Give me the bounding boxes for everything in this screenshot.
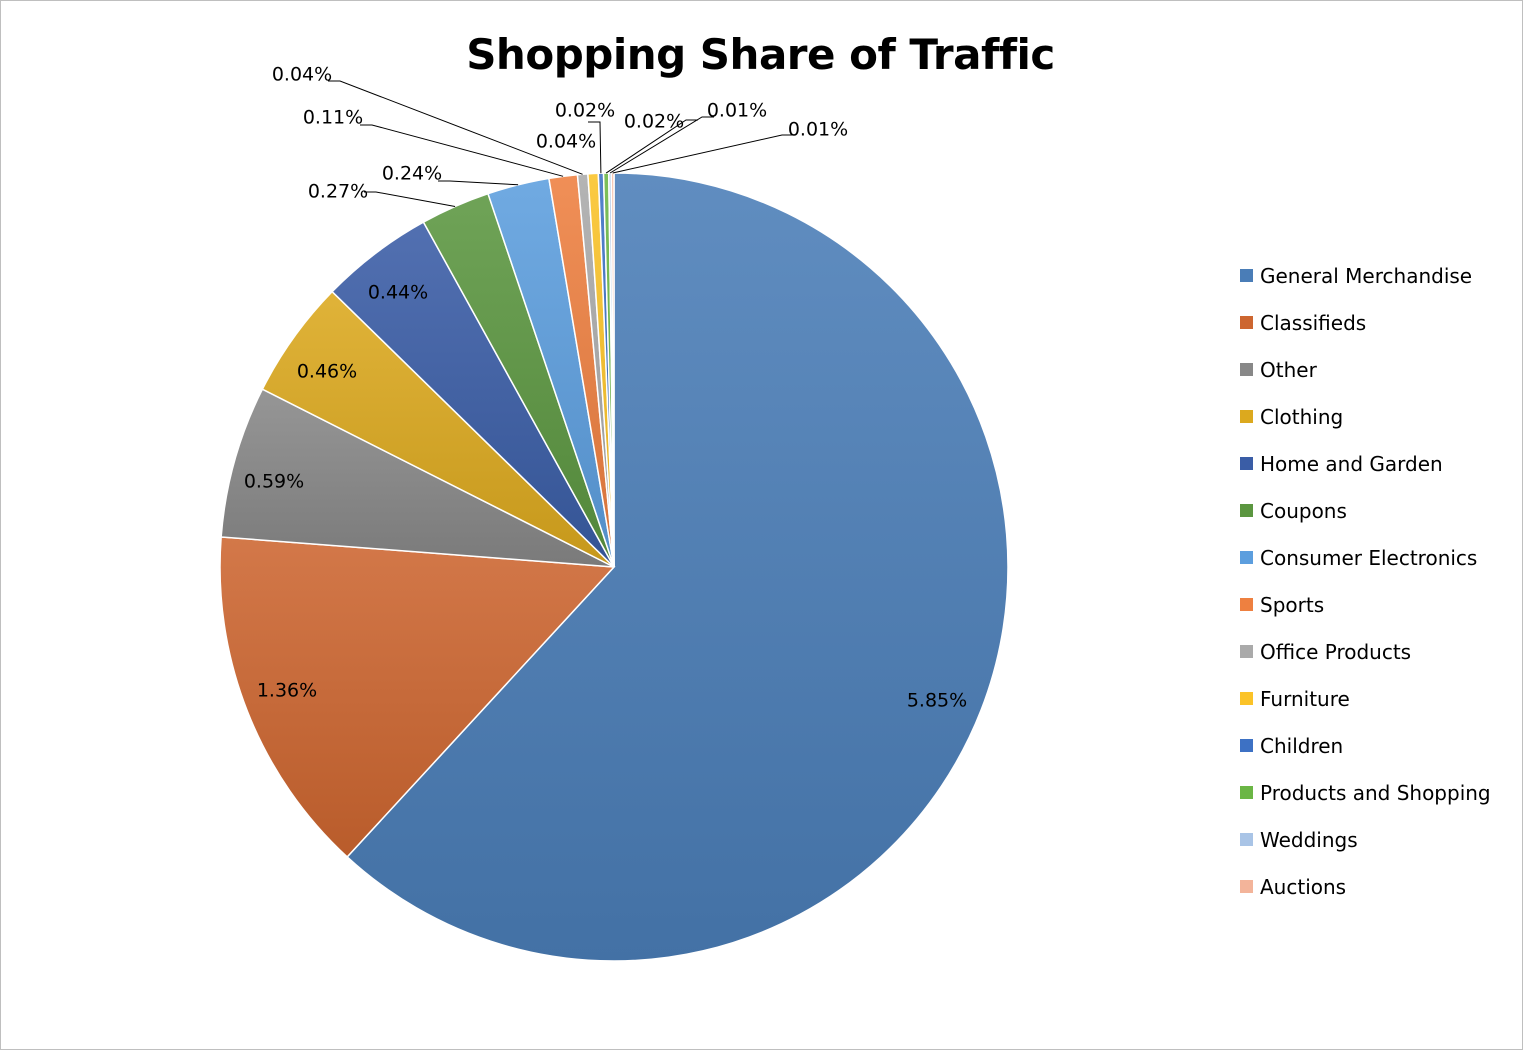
data-label: 0.02%	[555, 100, 615, 122]
legend-label: Furniture	[1260, 686, 1350, 711]
legend-label: Consumer Electronics	[1260, 545, 1478, 570]
legend-label: Sports	[1260, 592, 1325, 617]
leader-line	[588, 121, 602, 174]
legend-label: Auctions	[1260, 874, 1347, 899]
legend-swatch	[1240, 269, 1253, 282]
leader-lines	[328, 80, 794, 207]
pie-slices	[219, 172, 1009, 962]
legend-label: Clothing	[1260, 404, 1344, 429]
data-label: 0.04%	[272, 64, 332, 86]
pie-slice-classifieds	[219, 536, 616, 858]
data-label: 5.85%	[907, 690, 967, 712]
legend-item: General Merchandise	[1240, 252, 1491, 299]
data-label: 0.27%	[308, 181, 368, 203]
legend-item: Coupons	[1240, 487, 1491, 534]
legend-label: Other	[1260, 357, 1317, 382]
legend-swatch	[1240, 833, 1253, 846]
leader-line	[360, 124, 564, 177]
data-label: 0.01%	[788, 119, 848, 141]
legend-swatch	[1240, 786, 1253, 799]
data-label: 0.11%	[303, 107, 363, 129]
leader-line	[438, 180, 519, 186]
data-label: 0.01%	[707, 100, 767, 122]
legend-item: Classifieds	[1240, 299, 1491, 346]
legend: General Merchandise Classifieds Other Cloth…	[1240, 252, 1491, 910]
legend-swatch	[1240, 363, 1253, 376]
legend-item: Consumer Electronics	[1240, 534, 1491, 581]
legend-swatch	[1240, 551, 1253, 564]
legend-swatch	[1240, 692, 1253, 705]
legend-swatch	[1240, 457, 1253, 470]
legend-label: Classifieds	[1260, 310, 1367, 335]
legend-item: Auctions	[1240, 863, 1491, 910]
pie-slice-other	[220, 388, 615, 568]
data-label: 0.24%	[382, 163, 442, 185]
leader-line	[364, 191, 456, 207]
leader-line	[605, 119, 698, 174]
data-label: 0.44%	[368, 282, 428, 304]
legend-item: Weddings	[1240, 816, 1491, 863]
legend-label: Products and Shopping	[1260, 780, 1491, 805]
legend-swatch	[1240, 880, 1253, 893]
leader-line	[609, 116, 714, 174]
legend-label: General Merchandise	[1260, 263, 1473, 288]
data-label: 0.02%	[624, 111, 684, 133]
legend-swatch	[1240, 645, 1253, 658]
legend-label: Children	[1260, 733, 1344, 758]
legend-swatch	[1240, 504, 1253, 517]
legend-item: Sports	[1240, 581, 1491, 628]
legend-label: Weddings	[1260, 827, 1358, 852]
legend-item: Other	[1240, 346, 1491, 393]
legend-item: Clothing	[1240, 393, 1491, 440]
legend-item: Office Products	[1240, 628, 1491, 675]
legend-label: Home and Garden	[1260, 451, 1443, 476]
legend-label: Coupons	[1260, 498, 1347, 523]
legend-item: Home and Garden	[1240, 440, 1491, 487]
data-label: 1.36%	[257, 680, 317, 702]
legend-label: Office Products	[1260, 639, 1412, 664]
legend-swatch	[1240, 598, 1253, 611]
legend-swatch	[1240, 410, 1253, 423]
data-label: 0.46%	[297, 361, 357, 383]
legend-swatch	[1240, 316, 1253, 329]
data-label: 0.04%	[536, 131, 596, 153]
legend-item: Furniture	[1240, 675, 1491, 722]
leader-line	[612, 134, 794, 174]
data-label: 0.59%	[244, 471, 304, 493]
chart-title: Shopping Share of Traffic	[466, 30, 1055, 79]
pie-slice-general-merchandise	[346, 172, 1009, 962]
legend-item: Products and Shopping	[1240, 769, 1491, 816]
legend-item: Children	[1240, 722, 1491, 769]
data-labels: 5.85% 1.36% 0.59% 0.46% 0.44% 0.27% 0.24% 0.11%…	[244, 64, 967, 712]
legend-swatch	[1240, 739, 1253, 752]
leader-line	[328, 80, 583, 175]
